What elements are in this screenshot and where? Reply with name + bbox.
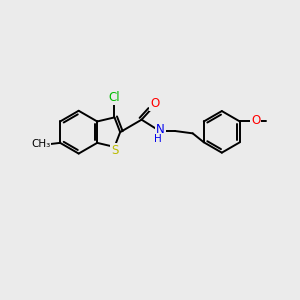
Text: N: N xyxy=(156,123,165,136)
Text: S: S xyxy=(111,144,118,157)
Text: O: O xyxy=(150,97,159,110)
Text: O: O xyxy=(251,114,260,128)
Text: CH₃: CH₃ xyxy=(31,140,50,149)
Text: Cl: Cl xyxy=(109,91,120,104)
Text: H: H xyxy=(154,134,162,144)
